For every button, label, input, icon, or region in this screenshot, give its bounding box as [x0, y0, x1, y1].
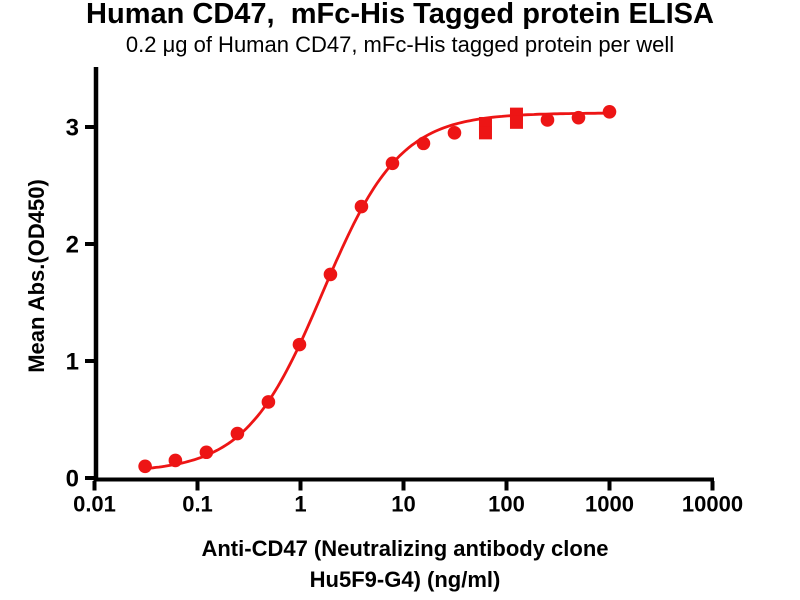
data-point-circle	[168, 453, 183, 468]
y-tick-label: 2	[66, 232, 79, 259]
y-axis-label: Mean Abs.(OD450)	[24, 179, 49, 373]
chart-subtitle: 0.2 μg of Human CD47, mFc-His tagged pro…	[125, 32, 675, 57]
x-tick-label: 100	[488, 492, 525, 517]
data-point-square	[509, 115, 523, 129]
x-axis-label-line2: Hu5F9-G4) (ng/ml)	[309, 567, 501, 592]
x-axis-label: Anti-CD47 (Neutralizing antibody clone H…	[5, 533, 800, 595]
data-point-circle	[199, 445, 214, 460]
data-point-circle	[292, 337, 307, 352]
data-point-circle	[540, 113, 555, 127]
data-point-circle	[447, 126, 462, 140]
x-axis-label-line1: Anti-CD47 (Neutralizing antibody clone	[201, 536, 609, 561]
chart-title: Human CD47, mFc-His Tagged protein ELISA	[86, 0, 714, 30]
data-point-circle	[138, 459, 152, 474]
fit-curve	[143, 111, 611, 471]
x-tick-label: 0.1	[182, 492, 213, 517]
x-tick-label: 1000	[585, 492, 634, 517]
data-point-circle	[416, 136, 431, 151]
data-point-circle	[385, 156, 400, 171]
data-point-circle	[230, 426, 245, 441]
data-point-circle	[602, 104, 617, 119]
data-point-circle	[571, 110, 586, 125]
data-point-circle	[261, 395, 276, 409]
y-tick-label: 1	[66, 349, 79, 376]
x-tick-label: 10000	[682, 492, 743, 517]
y-tick-label: 3	[66, 115, 79, 142]
y-tick-label: 0	[66, 466, 79, 493]
data-point-square	[478, 126, 492, 140]
data-point-circle	[354, 199, 369, 214]
data-point-circle	[323, 267, 338, 282]
x-tick-label: 0.01	[73, 492, 116, 517]
x-tick-label: 10	[391, 492, 415, 517]
x-tick-label: 1	[294, 492, 306, 517]
